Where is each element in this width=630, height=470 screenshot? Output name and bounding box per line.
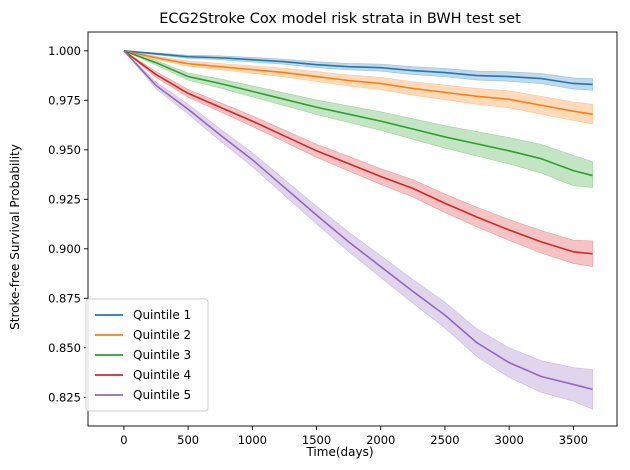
quintile-3-line [123,50,593,177]
quintile-3-confidence-band [123,50,593,188]
x-axis-label: Time(days) [305,445,373,459]
y-axis-label: Stroke-free Survival Probability [8,144,22,330]
legend: Quintile 1 Quintile 2 Quintile 3 Quintile 4… [85,298,209,412]
survival-lines [123,50,593,391]
legend-label-quintile-2: Quintile 2 [133,328,191,342]
y-tick-label: 1.000 [48,44,81,58]
x-tick-label: 1000 [238,433,267,447]
x-tick-label: 500 [177,433,199,447]
legend-label-quintile-5: Quintile 5 [133,388,191,402]
chart-title: ECG2Stroke Cox model risk strata in BWH … [159,11,521,27]
y-tick-label: 0.875 [48,291,81,305]
legend-label-quintile-4: Quintile 4 [133,368,191,382]
y-tick-label: 0.925 [48,192,81,206]
x-tick-label: 1500 [302,433,331,447]
x-tick-label: 2000 [366,433,395,447]
quintile-4-line [123,50,593,255]
y-tick-label: 0.975 [48,93,81,107]
legend-label-quintile-3: Quintile 3 [133,348,191,362]
x-tick-label: 3000 [495,433,524,447]
quintile-1-line [123,50,593,86]
y-tick-label: 0.825 [48,390,81,404]
y-tick-label: 0.950 [48,143,81,157]
y-tick-label: 0.850 [48,341,81,355]
y-axis: 0.825 0.850 0.875 0.900 0.925 0.950 0.975 1.000 [48,44,88,404]
plot-frame [87,31,618,427]
quintile-2-line [123,50,593,115]
legend-box [85,298,209,412]
x-axis: 0 500 1000 1500 2000 2500 3000 3500 [120,426,588,447]
quintile-5-line [123,50,593,391]
legend-label-quintile-1: Quintile 1 [133,308,191,322]
x-tick-label: 2500 [430,433,459,447]
x-tick-label: 0 [120,433,127,447]
x-tick-label: 3500 [559,433,588,447]
y-tick-label: 0.900 [48,242,81,256]
